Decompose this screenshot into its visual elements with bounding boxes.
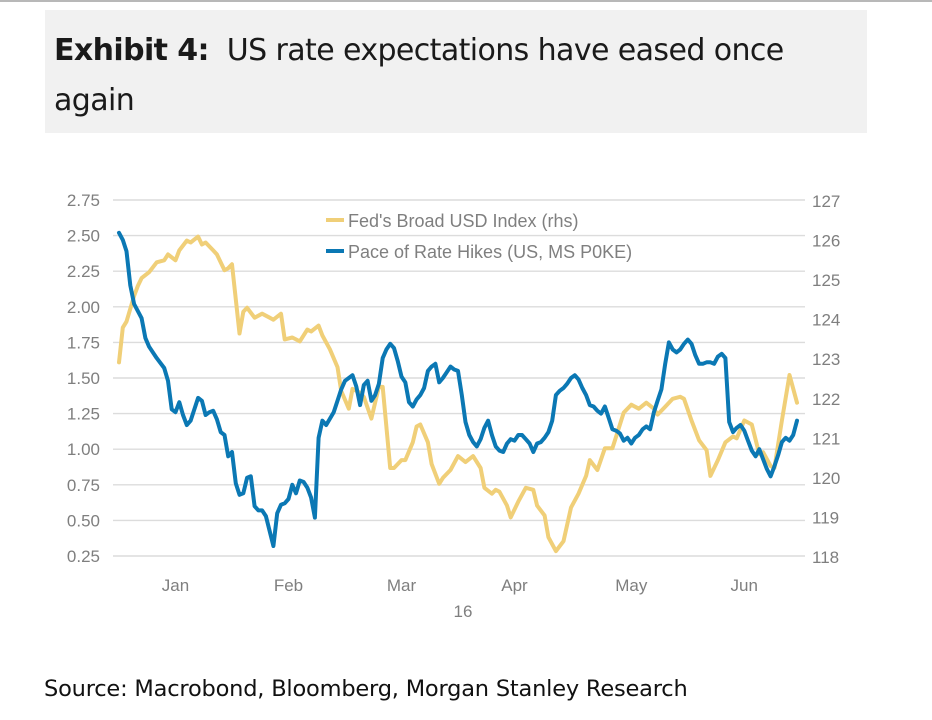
right-tick-label: 125 [812,271,840,290]
legend-label: Fed's Broad USD Index (rhs) [348,211,579,231]
right-tick-label: 119 [812,508,839,527]
right-tick-label: 127 [812,192,840,211]
x-tick-label: Mar [387,576,417,595]
top-border [0,0,932,2]
rate-hikes-line [117,230,799,548]
right-tick-label: 126 [812,232,840,251]
left-tick-label: 1.00 [67,440,100,459]
gridlines [113,199,805,557]
x-axis: Jan Feb Mar Apr May Jun 16 [162,576,758,621]
right-tick-label: 124 [812,311,840,330]
title-panel [45,10,867,133]
left-tick-label: 2.00 [67,298,100,317]
series-lines [117,230,799,554]
right-tick-label: 122 [812,390,840,409]
left-tick-label: 0.25 [67,547,100,566]
left-tick-label: 1.75 [67,333,100,352]
left-axis: 2.75 2.50 2.25 2.00 1.75 1.50 1.25 1.00 0.75 0.50… [67,191,100,566]
left-tick-label: 2.25 [67,262,100,281]
source-note: Source: Macrobond, Bloomberg, Morgan Sta… [44,676,688,702]
right-tick-label: 118 [812,548,839,567]
x-tick-label: Feb [274,576,303,595]
left-tick-label: 0.50 [67,511,100,530]
right-axis: 127 126 125 124 123 122 121 120 119 118 [812,192,840,567]
right-tick-label: 123 [812,350,840,369]
left-tick-label: 1.50 [67,369,100,388]
legend-label: Pace of Rate Hikes (US, MS P0KE) [348,242,632,262]
x-axis-year-label: 16 [454,602,473,621]
x-tick-label: Jan [162,576,189,595]
left-tick-label: 2.50 [67,227,100,246]
exhibit-title-text: US rate expectations have eased once aga… [54,33,784,118]
left-tick-label: 0.75 [67,476,100,495]
legend: Fed's Broad USD Index (rhs) Pace of Rate … [326,211,632,262]
x-tick-label: Apr [501,576,528,595]
chart: 2.75 2.50 2.25 2.00 1.75 1.50 1.25 1.00 0.75 0.50… [67,191,840,621]
x-tick-label: Jun [731,576,758,595]
left-tick-label: 2.75 [67,191,100,210]
usd-index-line [117,234,799,554]
exhibit-label: Exhibit 4: [54,33,210,68]
right-tick-label: 120 [812,469,840,488]
left-tick-label: 1.25 [67,405,100,424]
right-tick-label: 121 [812,429,840,448]
exhibit-title: Exhibit 4: US rate expectations have eas… [54,26,854,126]
x-tick-label: May [615,576,648,595]
